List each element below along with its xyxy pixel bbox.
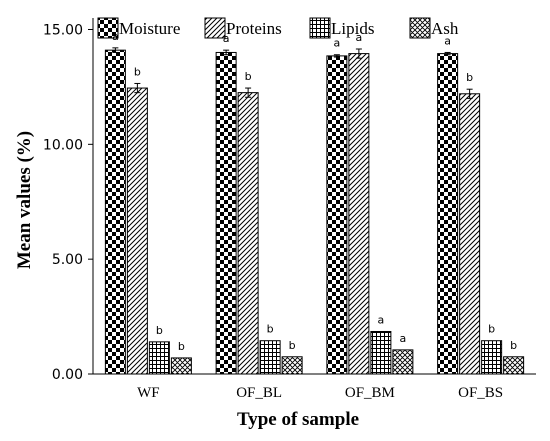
bar-lipids-of_bl (259, 340, 281, 375)
bar-ash-of_bm (392, 349, 414, 375)
significance-label: b (466, 71, 473, 84)
x-tick-label: WF (137, 385, 160, 401)
y-tick-label: 5.00 (52, 252, 83, 268)
legend-swatch-lipids (309, 17, 331, 39)
significance-label: b (267, 323, 274, 336)
significance-label: b (245, 70, 252, 83)
legend-swatch-proteins (204, 17, 226, 39)
significance-label: b (178, 340, 185, 353)
bar-moisture-of_bm (326, 55, 348, 375)
significance-label: a (334, 37, 341, 50)
significance-label: b (134, 65, 141, 78)
legend-label-ash: Ash (431, 19, 459, 38)
significance-label: a (112, 30, 119, 43)
plot-area: a b b b a b b b a a a a a b b b (104, 30, 525, 375)
bar-ash-of_bl (281, 356, 303, 375)
legend-label-moisture: Moisture (119, 19, 180, 38)
significance-label: a (223, 32, 230, 45)
bar-lipids-wf (148, 341, 170, 375)
significance-label: b (488, 323, 495, 336)
bar-ash-of_bs (503, 356, 525, 375)
significance-label: a (356, 31, 363, 44)
bar-proteins-of_bm (348, 53, 370, 375)
bar-moisture-of_bs (437, 53, 459, 375)
legend-swatch-ash (409, 17, 431, 39)
significance-label: a (444, 34, 451, 47)
bar-lipids-of_bs (481, 340, 503, 375)
axes: 0.00 5.00 10.00 15.00 WF OF_BL OF_BM OF_BS (43, 18, 536, 401)
x-tick-label: OF_BM (345, 385, 395, 401)
bar-proteins-wf (126, 87, 148, 375)
bar-moisture-of_bl (215, 51, 237, 375)
x-tick-label: OF_BL (236, 385, 282, 401)
bar-ash-wf (170, 357, 192, 375)
y-tick-label: 10.00 (43, 137, 83, 153)
y-axis-title: Mean values (%) (14, 131, 35, 269)
legend-label-lipids: Lipids (331, 19, 374, 38)
x-axis-title: Type of sample (237, 409, 359, 430)
significance-label: a (378, 314, 385, 327)
legend-swatch-moisture (97, 17, 119, 39)
bar-proteins-of_bs (459, 93, 481, 375)
legend: Moisture Proteins Lipids Ash (97, 17, 459, 39)
bar-lipids-of_bm (370, 331, 392, 375)
x-tick-label: OF_BS (458, 385, 503, 401)
bar-moisture-wf (104, 49, 126, 375)
bar-proteins-of_bl (237, 92, 259, 375)
significance-label: a (400, 332, 407, 345)
significance-label: b (156, 324, 163, 337)
y-tick-label: 15.00 (43, 22, 83, 38)
significance-label: b (289, 339, 296, 352)
significance-label: b (510, 339, 517, 352)
legend-label-proteins: Proteins (226, 19, 282, 38)
y-tick-label: 0.00 (52, 367, 83, 383)
